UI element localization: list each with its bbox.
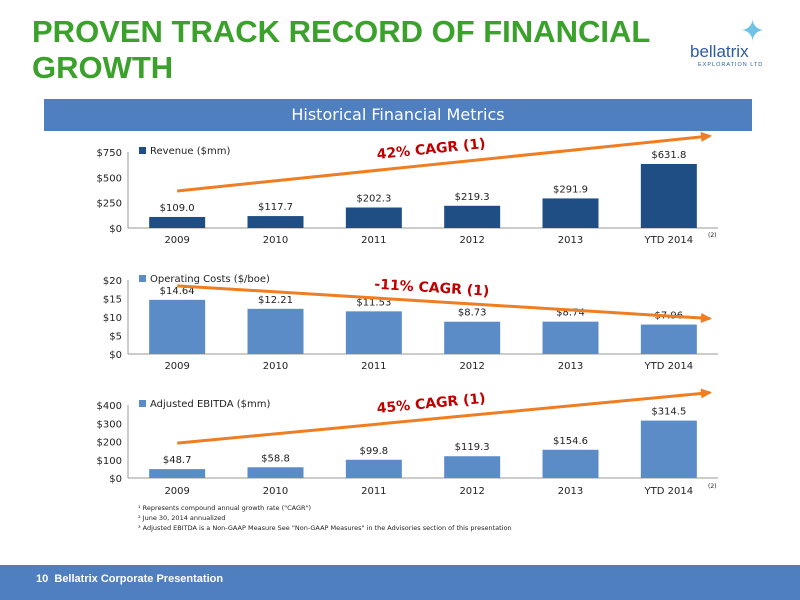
x-tick-label: 2012 xyxy=(459,235,484,246)
y-tick-label: $15 xyxy=(103,295,122,306)
data-label: $119.3 xyxy=(455,442,490,453)
bar xyxy=(640,163,697,228)
x-tick-label: 2011 xyxy=(361,361,386,372)
x-tick-label: 2013 xyxy=(558,486,583,497)
legend-swatch xyxy=(139,275,146,282)
data-label: $291.9 xyxy=(553,184,588,195)
star-icon: ✦ xyxy=(740,15,766,48)
x-tick-label: 2013 xyxy=(558,361,583,372)
x-tick-label: YTD 2014 xyxy=(644,486,694,497)
bar xyxy=(247,308,304,354)
data-label: $202.3 xyxy=(356,194,391,205)
x-tick-label: 2011 xyxy=(361,235,386,246)
category-note: (2) xyxy=(708,483,717,490)
bar xyxy=(444,321,501,354)
x-tick-label: 2012 xyxy=(459,361,484,372)
x-tick-label: 2009 xyxy=(164,361,189,372)
trend-line xyxy=(177,284,711,321)
y-tick-label: $5 xyxy=(109,332,122,343)
bar xyxy=(149,469,206,478)
page-number: 10 xyxy=(36,573,49,585)
cagr-annotation: 42% CAGR (1) xyxy=(376,136,486,163)
y-tick-label: $400 xyxy=(97,401,122,412)
data-label: $314.5 xyxy=(651,407,686,418)
footer-label: Bellatrix Corporate Presentation xyxy=(54,573,224,585)
y-tick-label: $0 xyxy=(109,224,122,235)
footer-text: 10 Bellatrix Corporate Presentation xyxy=(36,573,223,585)
y-tick-label: $250 xyxy=(97,199,122,210)
bar xyxy=(247,216,304,228)
legend-swatch xyxy=(139,400,146,407)
trend-line xyxy=(177,134,711,193)
data-label: $8.73 xyxy=(458,308,487,319)
bar xyxy=(640,324,697,354)
footnote-1: ¹ Represents compound annual growth rate… xyxy=(138,504,312,512)
y-tick-label: $300 xyxy=(97,419,122,430)
trend-arrowhead xyxy=(700,313,712,323)
bar xyxy=(542,198,599,228)
bar xyxy=(247,467,304,478)
x-tick-label: 2013 xyxy=(558,235,583,246)
x-tick-label: YTD 2014 xyxy=(644,235,694,246)
logo-subtitle: EXPLORATION LTD xyxy=(698,62,764,68)
x-tick-label: 2009 xyxy=(164,235,189,246)
x-tick-label: 2011 xyxy=(361,486,386,497)
section-banner: Historical Financial Metrics xyxy=(44,99,752,131)
data-label: $117.7 xyxy=(258,202,293,213)
footnotes: ¹ Represents compound annual growth rate… xyxy=(138,503,512,533)
data-label: $48.7 xyxy=(163,455,192,466)
bar xyxy=(345,459,402,478)
bar xyxy=(149,299,206,354)
data-label: $109.0 xyxy=(160,203,195,214)
category-note: (2) xyxy=(708,232,717,239)
footnote-2: ² June 30, 2014 annualized xyxy=(138,514,226,522)
bar xyxy=(345,207,402,228)
bar xyxy=(345,311,402,354)
bar xyxy=(640,420,697,478)
x-tick-label: 2009 xyxy=(164,486,189,497)
footnote-3: ³ Adjusted EBITDA is a Non-GAAP Measure … xyxy=(138,524,512,532)
legend-label: Adjusted EBITDA ($mm) xyxy=(150,399,270,410)
y-tick-label: $100 xyxy=(97,456,122,467)
y-tick-label: $20 xyxy=(103,276,122,287)
company-logo: ✦ bellatrix EXPLORATION LTD xyxy=(690,15,780,78)
data-label: $99.8 xyxy=(360,446,389,457)
page-title: PROVEN TRACK RECORD OF FINANCIAL GROWTH xyxy=(32,14,650,85)
data-label: $154.6 xyxy=(553,436,588,447)
cagr-annotation: 45% CAGR (1) xyxy=(376,391,486,417)
x-tick-label: 2010 xyxy=(263,361,288,372)
bar xyxy=(542,321,599,354)
cagr-annotation: -11% CAGR (1) xyxy=(374,277,490,300)
trend-arrowhead xyxy=(700,131,712,142)
bar xyxy=(542,449,599,478)
data-label: $58.8 xyxy=(261,453,290,464)
legend-label: Operating Costs ($/boe) xyxy=(150,274,270,285)
bar xyxy=(444,456,501,478)
x-tick-label: 2012 xyxy=(459,486,484,497)
data-label: $14.64 xyxy=(160,286,195,297)
bar xyxy=(149,216,206,228)
trend-line xyxy=(177,391,711,445)
data-label: $631.8 xyxy=(651,150,686,161)
trend-arrowhead xyxy=(700,388,712,399)
x-tick-label: 2010 xyxy=(263,486,288,497)
x-tick-label: 2010 xyxy=(263,235,288,246)
data-label: $12.21 xyxy=(258,295,293,306)
bar xyxy=(444,205,501,228)
x-tick-label: YTD 2014 xyxy=(644,361,694,372)
y-tick-label: $500 xyxy=(97,173,122,184)
logo-name: bellatrix xyxy=(690,42,749,61)
y-tick-label: $200 xyxy=(97,438,122,449)
y-tick-label: $0 xyxy=(109,474,122,485)
legend-label: Revenue ($mm) xyxy=(150,146,230,157)
footer-bar: 10 Bellatrix Corporate Presentation xyxy=(0,565,800,600)
data-label: $11.53 xyxy=(356,297,391,308)
y-tick-label: $0 xyxy=(109,350,122,361)
y-tick-label: $10 xyxy=(103,313,122,324)
data-label: $219.3 xyxy=(455,192,490,203)
legend-swatch xyxy=(139,147,146,154)
data-label: $8.74 xyxy=(556,308,585,319)
y-tick-label: $750 xyxy=(97,148,122,159)
